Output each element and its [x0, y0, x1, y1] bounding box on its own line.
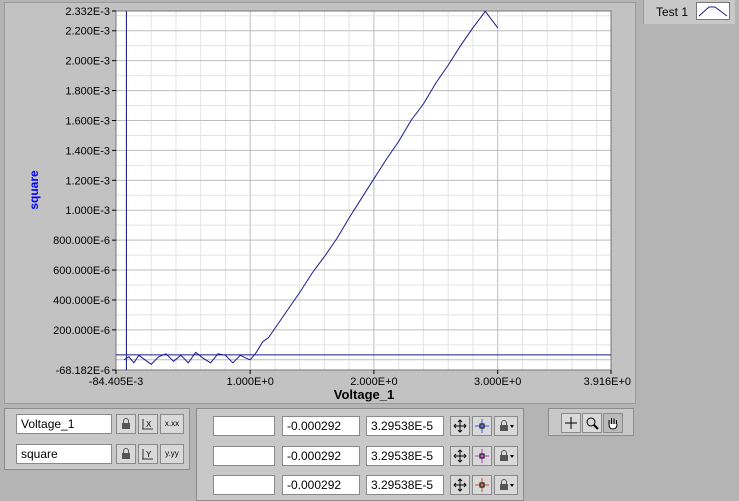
x-tick-label: 1.000E+0	[226, 376, 273, 388]
cursor-style-icon[interactable]	[472, 475, 492, 495]
y-autoscale-icon[interactable]: Y	[138, 444, 158, 464]
x-tick-label: 3.000E+0	[474, 376, 521, 388]
y-tick-label: 200.000E-6	[53, 325, 110, 337]
lock-icon[interactable]	[494, 416, 518, 436]
lock-icon[interactable]	[116, 414, 136, 434]
plot-background	[116, 11, 611, 370]
y-tick-label: 400.000E-6	[53, 295, 110, 307]
legend-trace-swatch[interactable]	[696, 2, 730, 20]
lock-icon[interactable]	[116, 444, 136, 464]
y-scale-name[interactable]: square	[16, 444, 112, 464]
x-axis-title: Voltage_1	[334, 387, 394, 402]
cursor-y-field[interactable]: 3.29538E-5	[366, 446, 444, 466]
y-tick-label: 2.000E-3	[65, 56, 110, 68]
y-axis-title: square	[27, 170, 41, 210]
xy-graph[interactable]: -84.405E-3 1.000E+0 2.000E+0 3.000E+0 3.916E…	[4, 2, 636, 404]
plot-area[interactable]	[115, 10, 612, 371]
cursor-legend: -0.000292 3.29538E-5 -0.000292 3.29538E-…	[196, 408, 524, 501]
format-icon[interactable]: x.xx	[160, 414, 184, 434]
cursor-name-field[interactable]	[213, 416, 275, 436]
grid	[116, 11, 611, 370]
x-tick-label: -84.405E-3	[89, 376, 143, 388]
graph-frame: -84.405E-3 1.000E+0 2.000E+0 3.000E+0 3.916E…	[4, 2, 636, 404]
y-tick-label: 1.200E-3	[65, 175, 110, 187]
series-layer	[123, 10, 499, 365]
crosshair-icon[interactable]	[561, 413, 581, 433]
x-format-label: x.xx	[164, 419, 180, 428]
y-tick-label: 2.200E-3	[65, 26, 110, 38]
graph-palette	[548, 408, 634, 436]
cursor-style-icon[interactable]	[472, 416, 492, 436]
cursor-move-icon[interactable]	[450, 416, 470, 436]
pan-hand-icon[interactable]	[603, 413, 623, 433]
lock-icon[interactable]	[494, 446, 518, 466]
cursor-name-field[interactable]	[213, 446, 275, 466]
x-scale-name[interactable]: Voltage_1	[16, 414, 112, 434]
series-line	[123, 10, 499, 365]
cursor-y-field[interactable]: 3.29538E-5	[366, 416, 444, 436]
x-autoscale-icon[interactable]: X	[138, 414, 158, 434]
cursor-x-field[interactable]: -0.000292	[282, 446, 360, 466]
y-tick-label: 600.000E-6	[53, 265, 110, 277]
svg-text:Y: Y	[146, 450, 152, 459]
y-format-label: y.yy	[165, 449, 179, 458]
x-tick-label: 2.000E+0	[350, 376, 397, 388]
tick-labels: -84.405E-3 1.000E+0 2.000E+0 3.000E+0 3.916E…	[53, 6, 631, 388]
cursor-style-icon[interactable]	[472, 446, 492, 466]
y-tick-label: 800.000E-6	[53, 235, 110, 247]
cursor-move-icon[interactable]	[450, 446, 470, 466]
lock-icon[interactable]	[494, 475, 518, 495]
cursor-x-field[interactable]: -0.000292	[282, 416, 360, 436]
cursor-name-field[interactable]	[213, 475, 275, 495]
y-tick-label: 1.000E-3	[65, 205, 110, 217]
cursor-x-field[interactable]: -0.000292	[282, 475, 360, 495]
svg-text:X: X	[146, 420, 152, 429]
y-tick-label: 2.332E-3	[65, 6, 110, 18]
y-tick-label: 1.800E-3	[65, 86, 110, 98]
legend-plot-name: Test 1	[656, 5, 689, 19]
y-tick-label: 1.600E-3	[65, 115, 110, 127]
plot-legend[interactable]: Test 1	[643, 0, 735, 24]
format-icon[interactable]: y.yy	[160, 444, 184, 464]
y-tick-label: -68.182E-6	[56, 365, 110, 377]
cursor-y-field[interactable]: 3.29538E-5	[366, 475, 444, 495]
x-tick-label: 3.916E+0	[584, 376, 631, 388]
cursor-layer	[116, 11, 611, 370]
cursor-move-icon[interactable]	[450, 475, 470, 495]
y-tick-label: 1.400E-3	[65, 145, 110, 157]
zoom-icon[interactable]	[582, 413, 602, 433]
scale-legend: Voltage_1 X x.xx square Y y.yy	[4, 408, 190, 470]
